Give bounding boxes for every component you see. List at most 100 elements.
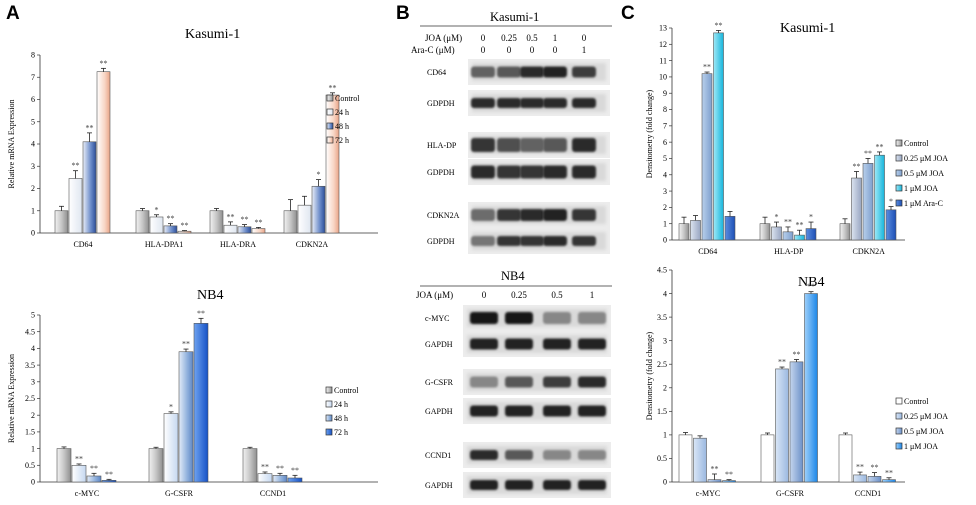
blot-band: [471, 165, 495, 179]
bar: [149, 216, 164, 234]
significance-star: **: [807, 282, 815, 291]
bar: [311, 185, 326, 234]
legend-swatch: [325, 400, 333, 408]
y-tick-label: 5: [663, 154, 667, 163]
bar: [283, 210, 298, 234]
y-tick-label: 0: [663, 478, 667, 487]
category-label: G-CSFR: [165, 489, 194, 498]
blot-band: [572, 165, 596, 179]
significance-star: **: [711, 464, 719, 473]
y-tick-label: 3.5: [25, 361, 35, 370]
legend-label: 0.25 μM JOA: [904, 412, 948, 421]
blot-band: [497, 98, 521, 108]
y-tick-label: 11: [659, 56, 667, 65]
bar: [678, 434, 693, 483]
bar: [163, 225, 178, 234]
significance-star: **: [255, 218, 263, 227]
significance-star: **: [86, 123, 94, 132]
blot-band: [470, 338, 498, 350]
legend-swatch: [895, 397, 903, 405]
significance-star: **: [227, 212, 235, 221]
bar: [707, 479, 722, 483]
y-tick-label: 7: [31, 73, 35, 82]
legend-swatch: [326, 136, 334, 144]
chart-title: Kasumi-1: [780, 21, 835, 36]
joa-value: 0: [482, 290, 487, 300]
y-tick-label: 1: [31, 206, 35, 215]
legend-label: 0.5 μM JOA: [904, 169, 944, 178]
blot-band: [578, 405, 606, 417]
bar: [782, 231, 794, 241]
blot-band: [520, 209, 544, 221]
significance-star: **: [105, 470, 113, 479]
y-tick-label: 4: [31, 140, 35, 149]
blot-kasumi: Kasumi-1 JOA (μM) Ara-C (μM) 0 0.25 0.5 1 0 …: [411, 10, 612, 254]
bar: [839, 223, 851, 241]
panel-letter-b: B: [396, 3, 410, 24]
y-tick-label: 1.5: [657, 407, 667, 416]
blot-band: [470, 405, 498, 417]
panel-letter-a: A: [6, 3, 20, 24]
significance-star: *: [775, 213, 779, 222]
y-tick-label: 2: [31, 411, 35, 420]
blot-band: [578, 312, 606, 324]
category-label: c-MYC: [75, 489, 99, 498]
bar: [272, 475, 288, 483]
significance-star: **: [241, 215, 249, 224]
blot-band: [505, 312, 533, 324]
bar: [862, 163, 874, 241]
blot-band: [471, 209, 495, 221]
legend-swatch: [895, 154, 903, 162]
bar: [874, 154, 885, 241]
blot-band: [578, 376, 606, 388]
blot-haze: [467, 446, 607, 464]
arac-value: 0: [507, 45, 512, 55]
bar: [287, 477, 303, 483]
significance-star: **: [703, 63, 711, 72]
blot-band: [497, 236, 521, 246]
y-axis-label: Densitometry (fold change): [645, 89, 654, 178]
blot-row-label: GAPDH: [425, 340, 453, 349]
category-label: HLA-DPA1: [145, 240, 183, 249]
legend-label: 1 μM JOA: [904, 184, 938, 193]
significance-star: **: [784, 217, 792, 226]
blot-band: [520, 236, 544, 246]
y-tick-label: 12: [659, 40, 667, 49]
bar: [163, 413, 179, 483]
blot-band: [543, 376, 571, 388]
significance-star: **: [725, 470, 733, 479]
significance-star: **: [856, 463, 864, 472]
panel-letter-c: C: [621, 3, 635, 24]
y-tick-label: 0.5: [657, 454, 667, 463]
significance-star: *: [809, 213, 813, 222]
arac-value: 0: [481, 45, 486, 55]
legend-swatch: [326, 108, 334, 116]
legend-swatch: [895, 139, 903, 147]
legend-label: 24 h: [335, 108, 349, 117]
bar: [690, 220, 701, 241]
y-tick-label: 9: [663, 89, 667, 98]
blot-band: [543, 66, 567, 78]
blot-band: [543, 138, 567, 152]
bar: [804, 293, 818, 483]
legend-label: 1 μM Ara-C: [904, 199, 943, 208]
significance-star: **: [871, 463, 879, 472]
blot-band: [470, 312, 498, 324]
bar: [56, 448, 72, 483]
bar: [775, 368, 789, 483]
blot-band: [497, 165, 521, 179]
legend-label: 48 h: [334, 414, 348, 423]
blot-haze: [467, 402, 607, 420]
bar: [805, 228, 817, 241]
y-tick-label: 2.5: [657, 360, 667, 369]
significance-star: **: [181, 221, 189, 230]
legend-swatch: [895, 184, 903, 192]
blot-band: [505, 450, 533, 460]
legend-label: 0.25 μM JOA: [904, 154, 948, 163]
blot-nb4-title: NB4: [501, 269, 525, 283]
legend-label: Control: [335, 94, 360, 103]
blot-band: [572, 209, 596, 221]
category-label: CDKN2A: [853, 247, 886, 256]
y-tick-label: 7: [663, 122, 667, 131]
blot-band: [578, 338, 606, 350]
